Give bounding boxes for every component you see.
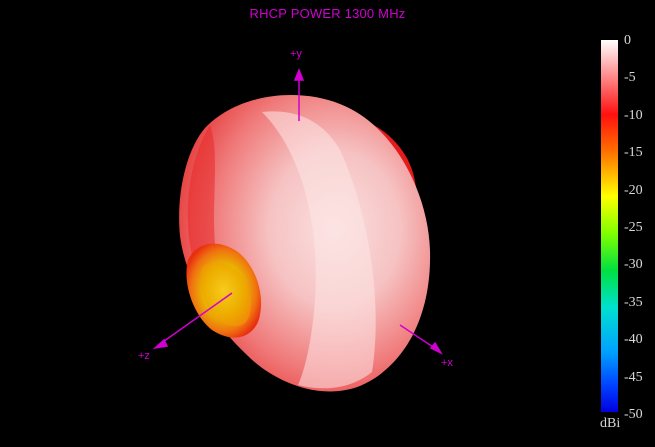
hole-rim (200, 262, 251, 327)
colorbar-tick-label: -35 (624, 294, 643, 310)
z-axis-label: +z (138, 350, 150, 362)
colorbar-tick-label: 0 (624, 33, 631, 48)
colorbar-tick-label: -15 (624, 145, 643, 161)
x-axis-arrow (429, 341, 443, 355)
colorbar-unit: dBi (600, 416, 621, 431)
x-axis-line (399, 324, 437, 350)
colorbar-tick-label: -50 (624, 407, 643, 422)
y-axis-label: +y (290, 48, 302, 60)
x-axis-label: +x (441, 357, 453, 369)
colorbar-tick-label: -30 (624, 257, 643, 273)
z-axis-arrow (152, 338, 169, 350)
z-axis-line (159, 292, 233, 345)
y-axis-arrow (293, 67, 305, 81)
colorbar-tick-label: -25 (624, 220, 643, 235)
colorbar-tick-label: -10 (624, 107, 643, 123)
colorbar-tick-label: -45 (624, 369, 643, 385)
chart-title: RHCP POWER 1300 MHz (249, 6, 406, 21)
colorbar-tick-label: -5 (624, 70, 636, 86)
colorbar-tick-label: -40 (624, 332, 643, 348)
colorbar-tick-label: -20 (624, 182, 643, 198)
ring-shade (187, 125, 232, 338)
bright-band (262, 111, 376, 389)
axes (152, 67, 443, 355)
colorbar (601, 40, 618, 412)
